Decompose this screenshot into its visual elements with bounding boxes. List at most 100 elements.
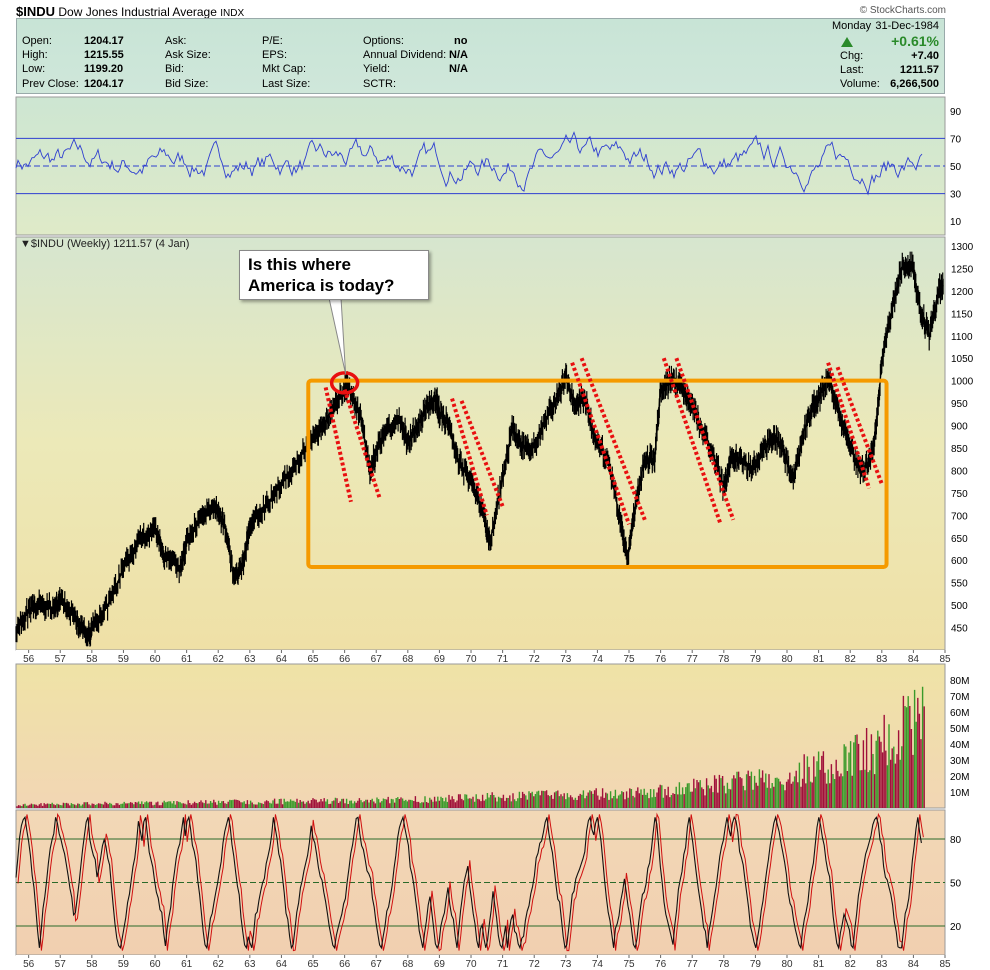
callout-line2: America is today? [248, 276, 395, 295]
x-axis-top-label: 58 [86, 654, 98, 665]
price-tick-label: 600 [951, 556, 968, 567]
yield-label: Yield: [363, 63, 391, 75]
x-axis-top-label: 61 [181, 654, 193, 665]
highlight-circle [329, 371, 360, 395]
x-axis-top-label: 70 [465, 654, 477, 665]
x-axis-bottom-label: 81 [813, 959, 825, 970]
x-axis-top-label: 63 [244, 654, 256, 665]
price-tick-label: 1300 [951, 242, 974, 253]
price-line [15, 262, 944, 638]
x-axis-bottom-label: 84 [908, 959, 920, 970]
x-axis-top-label: 75 [623, 654, 635, 665]
pct-change: +0.61% [891, 33, 939, 49]
price-legend: ▼$INDU (Weekly) 1211.57 (4 Jan) [20, 238, 189, 250]
volume-tick-label: 50M [950, 724, 969, 735]
prev-close-value: 1204.17 [84, 78, 124, 90]
yield-value: N/A [449, 63, 468, 75]
open-label: Open: [22, 35, 52, 47]
x-axis-bottom-label: 63 [244, 959, 256, 970]
quote-panel: Open: 1204.17 High: 1215.55 Low: 1199.20… [16, 18, 945, 94]
downtrend-line [459, 400, 505, 508]
options-value: no [454, 35, 468, 47]
downtrend-line [579, 357, 647, 521]
downtrend-line [570, 362, 631, 525]
last-size-label: Last Size: [262, 78, 311, 90]
pe-label: P/E: [262, 35, 283, 47]
bid-size-label: Bid Size: [165, 78, 209, 90]
chg-label: Chg: [840, 50, 864, 62]
stochastic-signal-line [17, 812, 924, 952]
x-axis-bottom-label: 75 [623, 959, 635, 970]
exchange: INDX [220, 8, 245, 19]
volume-tick-label: 70M [950, 692, 969, 703]
callout-line1: Is this where [248, 255, 351, 274]
x-axis-bottom-label: 60 [149, 959, 161, 970]
rsi-tick-label: 70 [950, 134, 962, 145]
rsi-line [15, 131, 923, 196]
x-axis-bottom-label: 61 [181, 959, 193, 970]
downtrend-line [674, 357, 736, 521]
x-axis-top-label: 64 [276, 654, 288, 665]
price-tick-label: 1150 [951, 309, 973, 320]
date-day: Monday [832, 20, 872, 32]
x-axis-top-label: 83 [876, 654, 888, 665]
price-tick-label: 850 [951, 444, 968, 455]
eps-label: EPS: [262, 49, 288, 61]
stochastic-line [15, 815, 922, 950]
x-axis-top-label: 60 [149, 654, 161, 665]
x-axis-bottom: 56 57 58 59 60 61 62 63 64 65 66 67 68 69 70 71 72 73 74 75… [16, 955, 951, 970]
sctr-label: SCTR: [363, 78, 396, 90]
x-axis-bottom-label: 85 [939, 959, 951, 970]
x-axis-bottom-label: 70 [465, 959, 477, 970]
x-axis-bottom-label: 78 [718, 959, 730, 970]
price-tick-label: 1100 [951, 332, 973, 343]
stockcharts-credit[interactable]: © StockCharts.com [859, 5, 946, 16]
price-tick-label: 950 [951, 399, 968, 410]
rsi-panel: 10 30 50 70 90 [15, 96, 962, 236]
price-tick-label: 650 [951, 534, 968, 545]
price-tick-label: 1250 [951, 264, 974, 275]
ask-size-label: Ask Size: [165, 49, 211, 61]
volume-tick-label: 30M [950, 756, 969, 767]
x-axis-bottom-label: 80 [781, 959, 793, 970]
price-tick-label: 550 [951, 579, 968, 590]
x-axis-bottom-label: 58 [86, 959, 98, 970]
x-axis-bottom-label: 67 [371, 959, 383, 970]
price-tick-label: 750 [951, 489, 968, 500]
last-value: 1211.57 [899, 64, 939, 76]
callout-box: Is this where America is today? [239, 250, 429, 300]
price-tick-label: 450 [951, 624, 968, 635]
x-axis-bottom-label: 77 [687, 959, 699, 970]
downtrend-line [826, 362, 872, 490]
open-value: 1204.17 [84, 35, 124, 47]
x-axis-top-label: 71 [497, 654, 509, 665]
volume-value: 6,266,500 [890, 78, 939, 90]
index-name: Dow Jones Industrial Average [58, 5, 217, 19]
low-value: 1199.20 [84, 63, 124, 75]
x-axis-top-label: 72 [529, 654, 541, 665]
x-axis-top-label: 57 [55, 654, 67, 665]
price-tick-label: 1000 [951, 377, 974, 388]
x-axis-bottom-label: 79 [750, 959, 762, 970]
x-axis-bottom-label: 76 [655, 959, 667, 970]
stochastic-panel: 20 50 80 [15, 809, 962, 956]
x-axis-top-label: 62 [213, 654, 225, 665]
volume-up-bars [21, 686, 924, 808]
price-panel: ▼$INDU (Weekly) 1211.57 (4 Jan) 450 500 550… [15, 236, 974, 651]
x-axis-bottom-label: 62 [213, 959, 225, 970]
quote-date: 31-Dec-1984 [875, 20, 939, 32]
price-tick-label: 900 [951, 422, 968, 433]
stochastic-tick-label: 20 [950, 922, 962, 933]
rsi-tick-label: 30 [950, 190, 962, 201]
volume-panel: 10M 20M 30M 40M 50M 60M 70M 80M [15, 663, 969, 809]
symbol: $INDU [16, 4, 56, 19]
x-axis-bottom-label: 68 [402, 959, 414, 970]
volume-tick-label: 40M [950, 740, 969, 751]
x-axis-bottom-label: 69 [434, 959, 446, 970]
x-axis-top-label: 76 [655, 654, 667, 665]
x-axis-top-label: 66 [339, 654, 351, 665]
trading-range-box [306, 378, 889, 569]
x-axis-top: 56 57 58 59 60 61 62 63 64 65 66 67 68 69 70 71 72 73 74 75… [16, 650, 951, 665]
high-value: 1215.55 [84, 49, 124, 61]
